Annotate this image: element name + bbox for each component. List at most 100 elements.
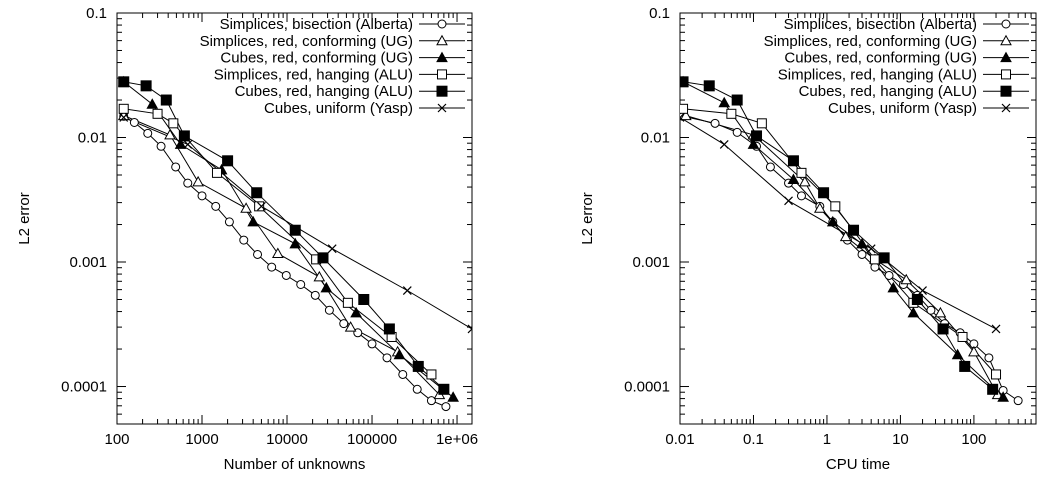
- data-point: [987, 383, 999, 395]
- data-point: [382, 353, 392, 363]
- data-point: [253, 249, 263, 259]
- data-point: [393, 348, 406, 360]
- legend-label: Simplices, bisection (Alberta): [784, 16, 977, 33]
- data-point: [765, 162, 775, 172]
- legend-marker: [1000, 85, 1012, 97]
- data-point: [160, 94, 172, 106]
- y-tick-label: 0.001: [632, 254, 670, 271]
- data-point: [118, 103, 129, 114]
- legend-marker: [1000, 51, 1012, 63]
- series-line: [123, 115, 447, 408]
- data-point: [327, 244, 337, 254]
- data-point: [680, 76, 689, 88]
- data-point: [937, 323, 949, 335]
- legend-label: Cubes, red, hanging (ALU): [235, 83, 413, 100]
- data-point: [168, 118, 179, 129]
- data-point: [289, 237, 302, 249]
- plot-frame: [116, 12, 473, 425]
- data-point: [818, 187, 830, 199]
- data-point: [732, 127, 742, 137]
- series-line: [123, 108, 432, 375]
- data-point: [247, 215, 260, 227]
- data-point: [240, 202, 252, 213]
- plot-area: [680, 75, 1023, 406]
- data-point: [164, 128, 176, 140]
- series-line: [685, 115, 999, 395]
- plot-area: [117, 75, 472, 412]
- data-point: [324, 305, 334, 315]
- data-point: [296, 279, 306, 289]
- data-point: [848, 224, 860, 236]
- x-tick-label: 0.01: [665, 431, 694, 448]
- data-point: [747, 138, 760, 149]
- data-point: [183, 139, 193, 149]
- data-point: [997, 391, 1009, 402]
- data-point: [426, 369, 437, 380]
- data-point: [119, 112, 129, 122]
- data-point: [358, 293, 370, 305]
- data-point: [813, 202, 826, 213]
- x-tick-label: 100: [104, 431, 129, 448]
- data-point: [320, 281, 333, 293]
- legend-marker: [437, 19, 447, 29]
- data-point: [412, 384, 422, 394]
- legend-marker: [436, 51, 448, 63]
- data-point: [887, 281, 900, 293]
- data-point: [438, 383, 450, 395]
- data-point: [918, 286, 927, 295]
- data-point: [907, 306, 920, 318]
- data-point: [171, 162, 181, 172]
- data-point: [680, 109, 692, 121]
- data-point: [367, 339, 377, 349]
- series-line: [123, 81, 454, 398]
- legend-label: Simplices, bisection (Alberta): [220, 16, 413, 33]
- data-point: [441, 402, 451, 412]
- legend-label: Simplices, red, conforming (UG): [764, 33, 977, 50]
- y-tick-label: 0.01: [641, 130, 670, 147]
- series-line: [682, 108, 997, 375]
- data-point: [680, 112, 685, 122]
- data-point: [140, 80, 152, 92]
- x-tick-label: 100000: [347, 431, 397, 448]
- data-point: [991, 369, 1002, 380]
- data-point: [703, 80, 715, 92]
- data-point: [146, 98, 159, 109]
- data-point: [344, 321, 357, 332]
- x-axis-label: Number of unknowns: [224, 456, 366, 473]
- data-point: [869, 254, 880, 265]
- data-point: [751, 130, 763, 142]
- data-point: [900, 273, 913, 285]
- x-tick-label: 100: [961, 431, 986, 448]
- data-point: [796, 191, 806, 201]
- data-point: [951, 348, 964, 360]
- data-point: [1013, 396, 1023, 406]
- data-point: [991, 324, 1001, 334]
- x-tick-label: 1000: [185, 431, 218, 448]
- data-point: [251, 187, 263, 199]
- data-point: [197, 191, 207, 201]
- data-point: [959, 360, 971, 372]
- data-point: [798, 175, 811, 187]
- y-axis-label: L2 error: [579, 192, 596, 245]
- legend-label: Cubes, red, conforming (UG): [784, 50, 977, 67]
- legend-label: Cubes, uniform (Yasp): [264, 100, 413, 117]
- data-point: [257, 201, 266, 211]
- legend: Simplices, bisection (Alberta)Simplices,…: [200, 16, 465, 117]
- data-point: [884, 270, 894, 280]
- data-point: [174, 138, 187, 149]
- data-point: [402, 286, 412, 295]
- legend-label: Cubes, uniform (Yasp): [828, 100, 977, 117]
- data-point: [726, 108, 737, 119]
- legend: Simplices, bisection (Alberta)Simplices,…: [764, 16, 1029, 117]
- data-point: [787, 155, 799, 167]
- legend-label: Simplices, red, conforming (UG): [200, 33, 413, 50]
- data-point: [447, 391, 459, 402]
- legend-marker: [1001, 69, 1011, 80]
- data-point: [383, 323, 395, 335]
- x-tick-label: 10000: [266, 431, 308, 448]
- data-point: [926, 305, 936, 315]
- legend-marker: [1000, 34, 1012, 46]
- legend-marker: [437, 69, 447, 80]
- data-point: [911, 293, 923, 305]
- data-point: [254, 201, 265, 212]
